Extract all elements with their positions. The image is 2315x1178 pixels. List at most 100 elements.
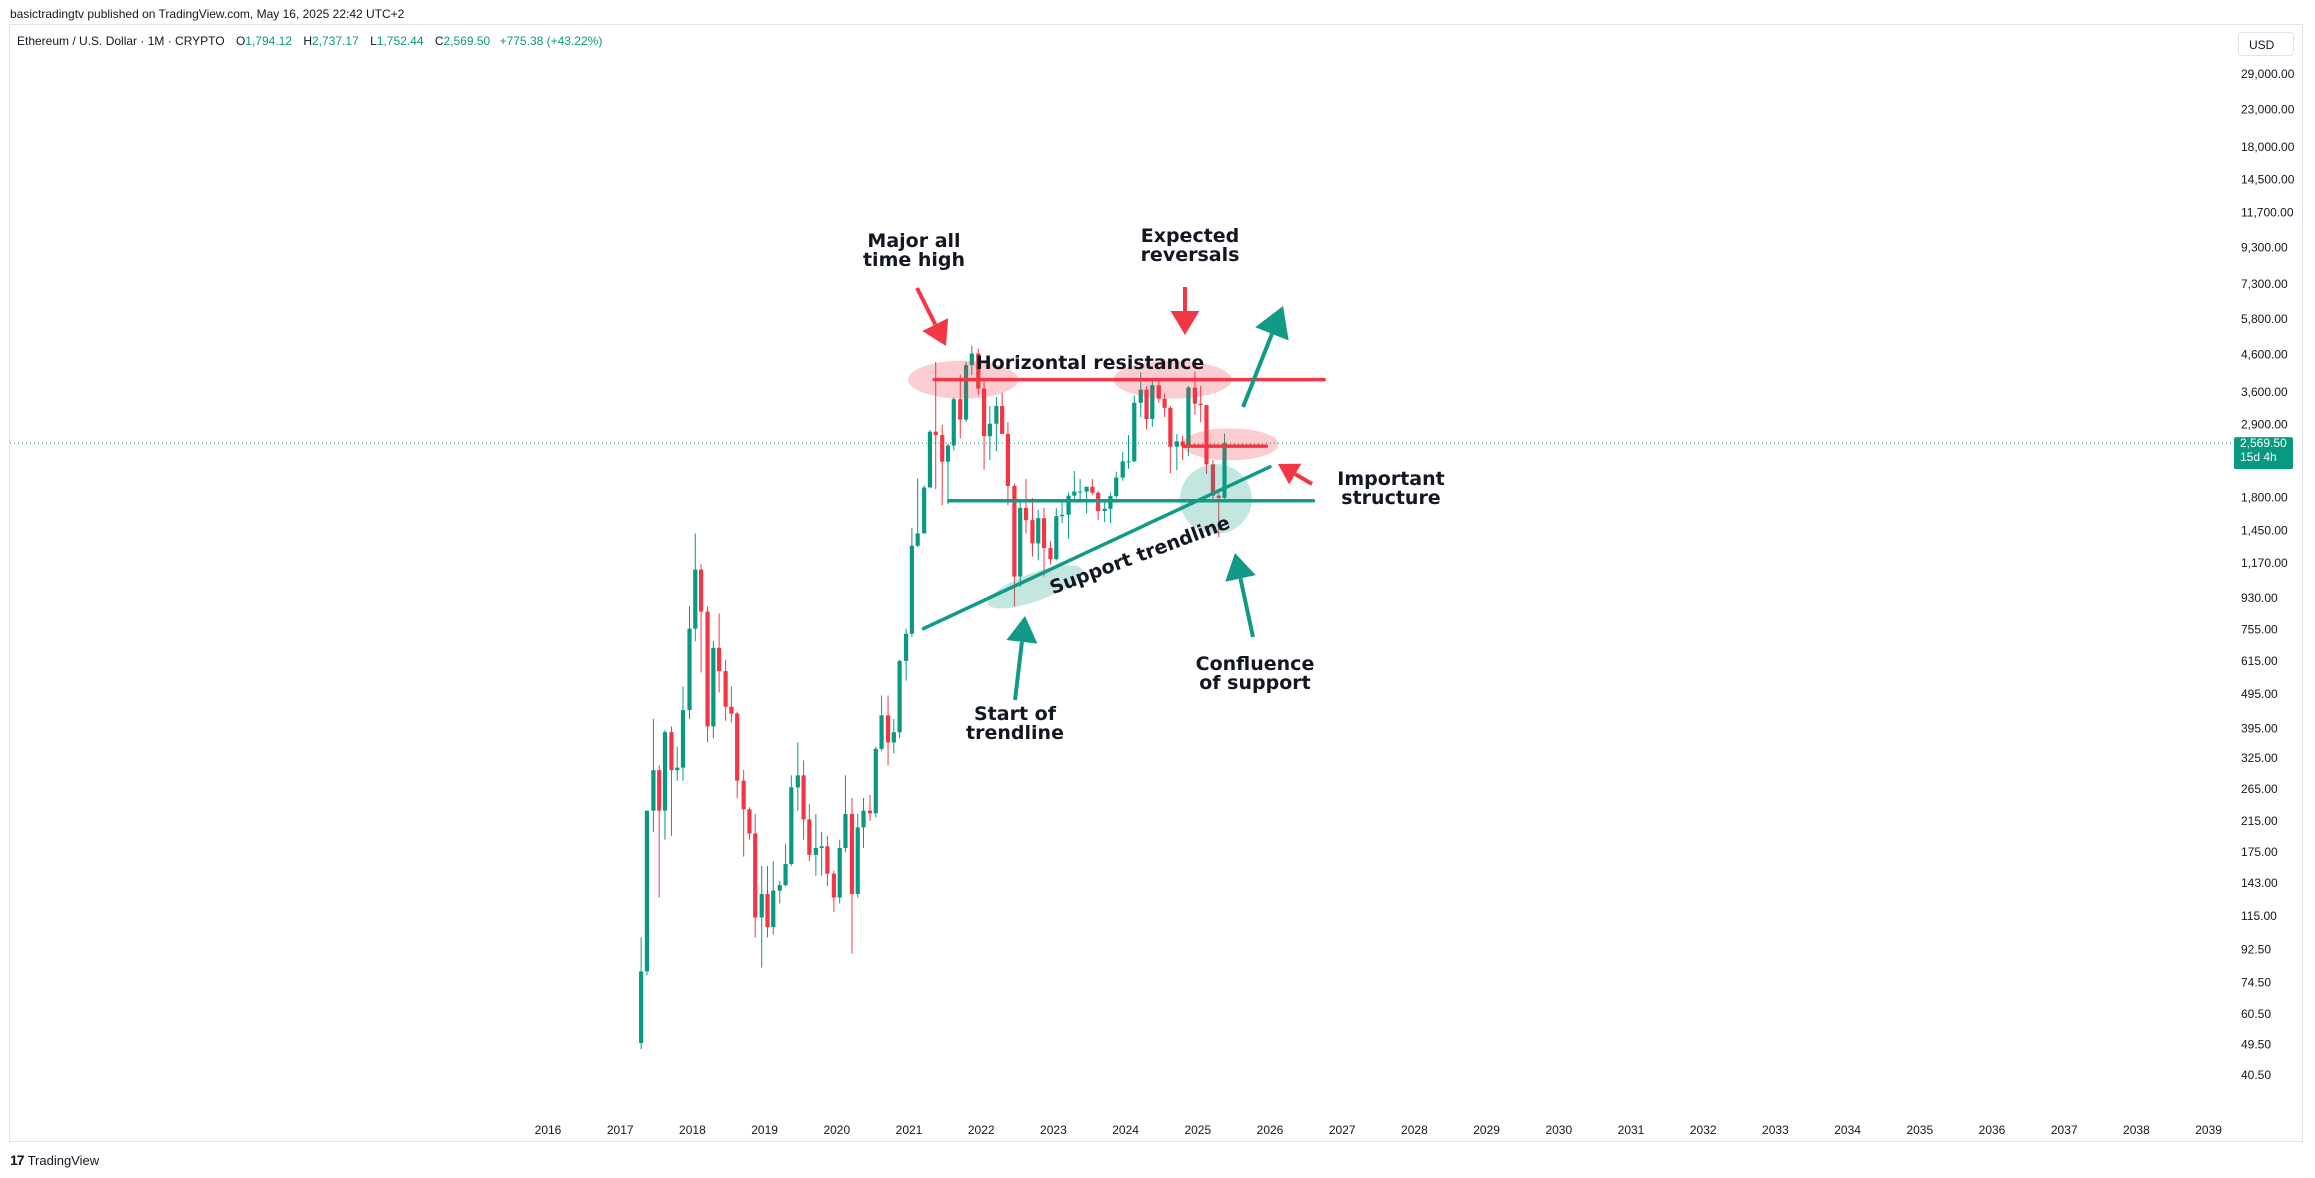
last-price-value: 2,569.50 [2240, 436, 2287, 450]
price-tick-label: 11,700.00 [2241, 205, 2294, 219]
time-tick-label: 2036 [1979, 1123, 2006, 1137]
tradingview-brand: TradingView [27, 1152, 100, 1168]
trendline-3[interactable] [921, 465, 1272, 631]
tradingview-logo[interactable]: 17 TradingView [10, 1152, 99, 1168]
price-tick-label: 495.00 [2241, 687, 2278, 701]
candle-body [891, 732, 896, 743]
candle-body [789, 787, 794, 864]
candle-body [958, 399, 963, 420]
candle-body [662, 732, 668, 811]
candles-group [639, 345, 1227, 1050]
time-tick-label: 2028 [1401, 1123, 1428, 1137]
candle-body [771, 890, 776, 928]
start-trendline-label-2: trendline [966, 722, 1064, 744]
high-value: 2,737.17 [312, 34, 359, 48]
structure-arrow-icon [1278, 463, 1302, 485]
price-tick-label: 2,900.00 [2241, 418, 2288, 432]
candle-body [1168, 407, 1173, 447]
structure-arrow-icon-shaft [1294, 472, 1314, 486]
price-tick-label: 265.00 [2241, 782, 2278, 796]
ath-arrow-icon-shaft [915, 287, 938, 326]
price-tick-label: 9,300.00 [2241, 240, 2288, 254]
candle-body [711, 647, 716, 727]
time-tick-label: 2019 [751, 1123, 778, 1137]
change-value: +775.38 (+43.22%) [499, 34, 603, 48]
candle-body [1072, 491, 1077, 496]
candle-body [795, 775, 800, 788]
candle-body [1090, 486, 1095, 493]
candle-body [698, 569, 704, 612]
price-tick-label: 23,000.00 [2241, 102, 2295, 116]
candle-body [705, 611, 710, 727]
time-tick-label: 2022 [968, 1123, 995, 1137]
candle-body [813, 847, 818, 855]
candle-body [783, 863, 788, 886]
candle-body [879, 715, 884, 749]
candle-body [1054, 516, 1059, 560]
candle-body [1138, 389, 1143, 403]
price-tick-label: 755.00 [2241, 623, 2278, 637]
price-tick-label: 930.00 [2241, 591, 2278, 605]
price-tick-label: 1,170.00 [2241, 556, 2288, 570]
price-axis: 40.50 49.50 60.50 74.50 92.50 115.00 143.00 175… [2241, 67, 2295, 1082]
candle-body [837, 847, 842, 898]
candle-body [1030, 520, 1035, 544]
ath-label-2: time high [863, 249, 965, 271]
candle-body [885, 715, 891, 743]
candle-body [1012, 485, 1017, 577]
price-tick-label: 92.50 [2241, 942, 2271, 956]
candle-body [1036, 518, 1041, 544]
candle-body [855, 827, 860, 895]
confluence-arrow-icon [1225, 553, 1256, 582]
candle-body [849, 813, 855, 895]
confluence-label-2: of support [1199, 672, 1310, 694]
candle-body [933, 431, 938, 436]
candle-body [861, 810, 866, 828]
chart-frame[interactable] [9, 24, 2303, 1142]
candle-body [717, 647, 722, 672]
time-tick-label: 2029 [1473, 1123, 1500, 1137]
candle-body [994, 405, 999, 424]
candle-body [987, 423, 992, 437]
candle-body [1186, 387, 1191, 447]
price-tick-label: 3,600.00 [2241, 385, 2288, 399]
currency-button[interactable]: USD [2238, 32, 2294, 56]
reversals-label-2: reversals [1141, 244, 1240, 266]
candle-body [909, 545, 914, 634]
candle-body [669, 732, 674, 771]
time-tick-label: 2039 [2195, 1123, 2222, 1137]
price-tick-label: 60.50 [2241, 1007, 2271, 1021]
candle-body [963, 365, 969, 420]
candle-body [1204, 405, 1209, 465]
candle-body [1084, 486, 1089, 492]
candle-body [1000, 405, 1005, 434]
time-tick-label: 2030 [1545, 1123, 1572, 1137]
candle-body [843, 813, 848, 848]
open-label: O [235, 34, 246, 48]
time-tick-label: 2037 [2051, 1123, 2078, 1137]
bullish-arrow-icon [1255, 306, 1289, 341]
open-value: 1,794.12 [245, 34, 293, 48]
candle-body [1059, 514, 1065, 517]
candle-body [807, 819, 812, 855]
candle-body [915, 533, 920, 546]
candle-body [1132, 402, 1137, 462]
candle-body [741, 780, 746, 810]
candle-body [1210, 464, 1216, 496]
candle-body [1150, 385, 1155, 420]
time-tick-label: 2034 [1834, 1123, 1861, 1137]
time-tick-label: 2023 [1040, 1123, 1067, 1137]
price-tick-label: 115.00 [2241, 909, 2277, 923]
candle-body [1023, 507, 1029, 521]
candle-body [940, 435, 945, 462]
price-tick-label: 29,000.00 [2241, 67, 2295, 81]
candle-body [1114, 477, 1119, 497]
price-tick-label: 40.50 [2241, 1068, 2271, 1082]
candle-body [1066, 495, 1071, 515]
candle-body [675, 767, 680, 771]
horizontal-resistance-label: Horizontal resistance [976, 352, 1204, 374]
price-tick-label: 18,000.00 [2241, 140, 2295, 154]
candle-body [1174, 441, 1179, 447]
reversals-label: Expected [1141, 225, 1240, 247]
